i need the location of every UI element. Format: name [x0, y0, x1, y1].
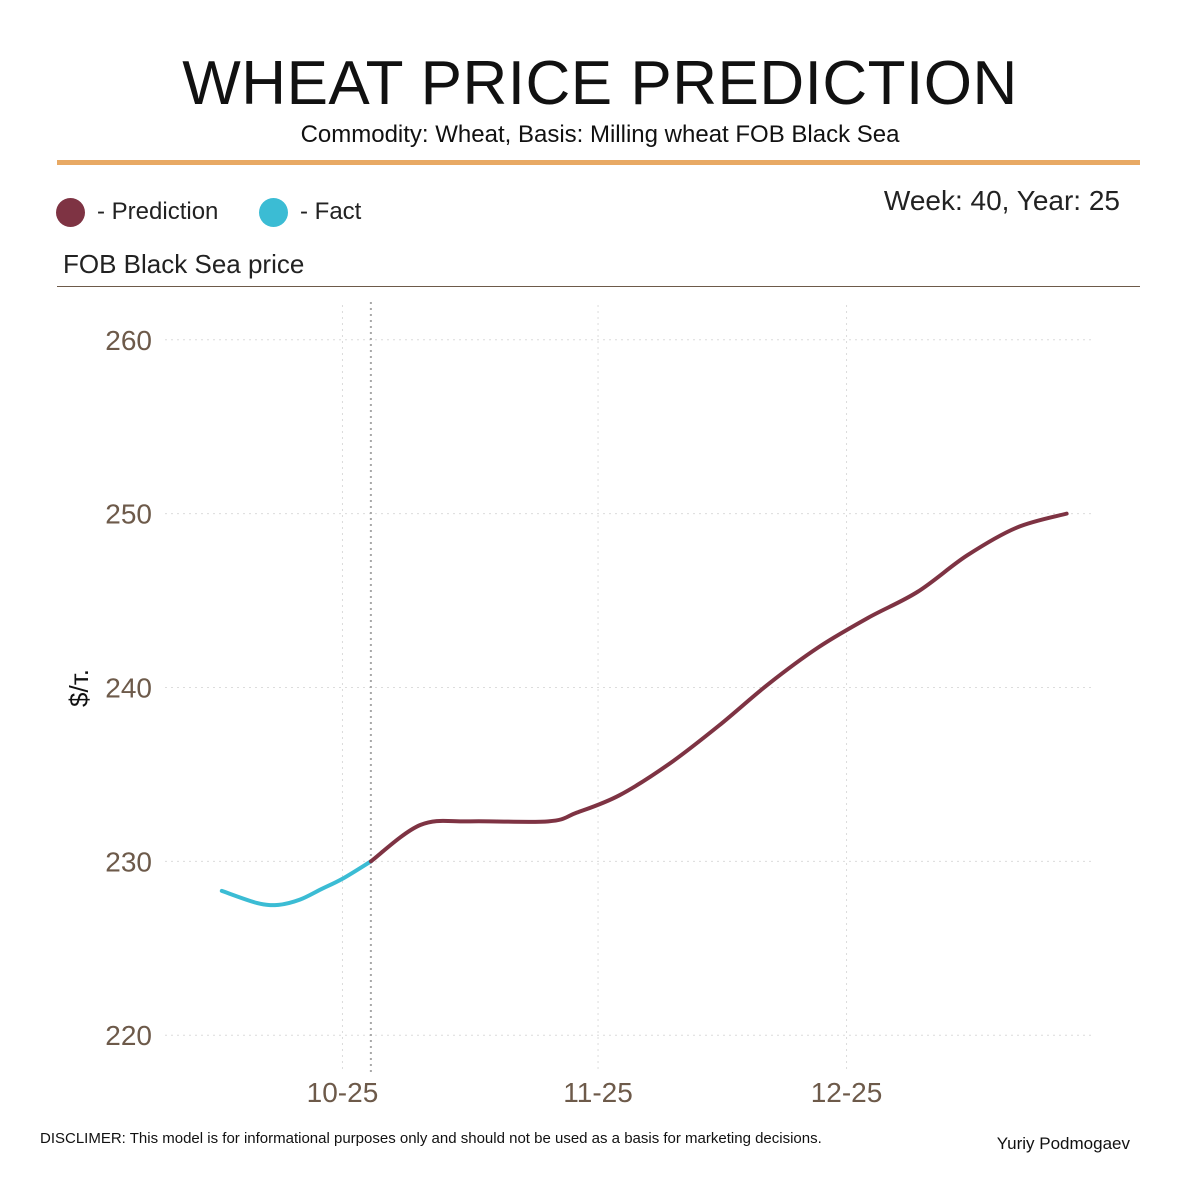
y-tick-label: 220 — [105, 1020, 152, 1051]
x-tick-label: 10-25 — [307, 1077, 379, 1108]
series-line-fact — [219, 859, 373, 908]
x-tick-label: 12-25 — [811, 1077, 883, 1108]
x-tick-label: 11-25 — [563, 1077, 633, 1108]
legend-label-fact: - Fact — [300, 198, 362, 225]
fact-dot-icon — [259, 197, 288, 227]
title-divider — [57, 160, 1140, 165]
prediction-dot-icon — [56, 197, 85, 227]
author-credit: Yuriy Podmogaev — [996, 1134, 1130, 1153]
chart-section-title: FOB Black Sea price — [63, 249, 305, 279]
week-info: Week: 40, Year: 25 — [883, 185, 1120, 216]
legend-label-prediction: - Prediction — [97, 198, 219, 225]
y-tick-label: 230 — [105, 846, 152, 877]
section-divider — [57, 286, 1140, 287]
page-title: WHEAT PRICE PREDICTION — [182, 49, 1018, 118]
y-tick-label: 240 — [105, 673, 152, 704]
series-line-prediction — [368, 511, 1069, 864]
legend-item-prediction: - Prediction — [56, 196, 218, 228]
y-tick-label: 250 — [105, 499, 152, 530]
legend-item-fact: - Fact — [259, 196, 361, 228]
page-subtitle: Commodity: Wheat, Basis: Milling wheat F… — [300, 121, 900, 148]
y-axis-label: $/т. — [64, 669, 94, 707]
disclaimer-text: DISCLIMER: This model is for information… — [40, 1130, 822, 1147]
y-tick-label: 260 — [105, 325, 152, 356]
